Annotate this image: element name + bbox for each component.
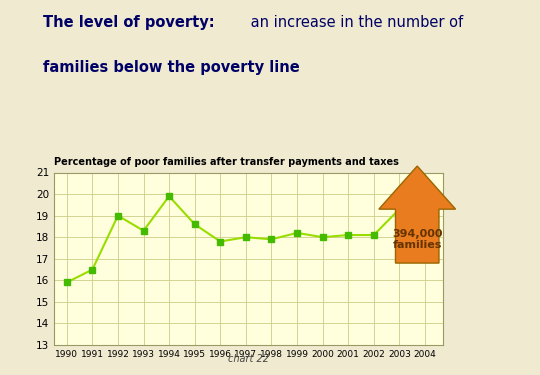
Text: chart 22: chart 22 bbox=[228, 354, 269, 364]
Polygon shape bbox=[379, 166, 456, 263]
Text: families below the poverty line: families below the poverty line bbox=[43, 60, 300, 75]
Text: 394,000
families: 394,000 families bbox=[392, 228, 442, 250]
Text: The level of poverty:: The level of poverty: bbox=[43, 15, 215, 30]
Text: an increase in the number of: an increase in the number of bbox=[246, 15, 463, 30]
Text: Percentage of poor families after transfer payments and taxes: Percentage of poor families after transf… bbox=[54, 157, 399, 167]
